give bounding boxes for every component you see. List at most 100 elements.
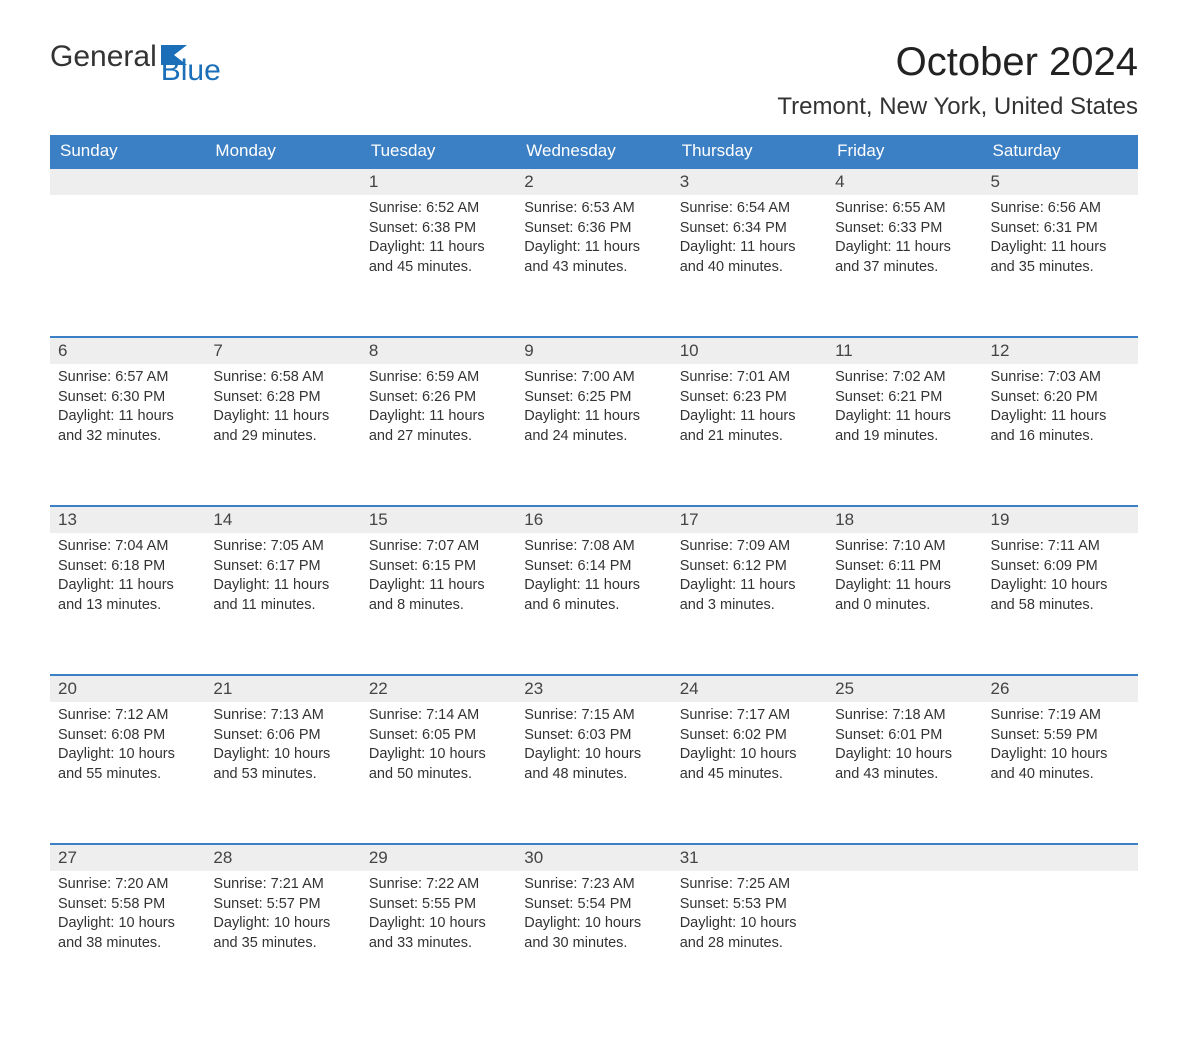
- day-number-cell: 10: [672, 337, 827, 364]
- empty-cell: [983, 844, 1138, 871]
- week-spacer: [50, 830, 1138, 844]
- day-cell: Sunrise: 6:52 AMSunset: 6:38 PMDaylight:…: [361, 195, 516, 323]
- weekday-header: Thursday: [672, 135, 827, 168]
- day-number: 23: [516, 676, 671, 702]
- day-number: 28: [205, 845, 360, 871]
- day-number: 10: [672, 338, 827, 364]
- day-number-cell: 29: [361, 844, 516, 871]
- day-number-cell: 26: [983, 675, 1138, 702]
- day-data: Sunrise: 7:25 AMSunset: 5:53 PMDaylight:…: [672, 871, 827, 963]
- day-data: Sunrise: 7:10 AMSunset: 6:11 PMDaylight:…: [827, 533, 982, 625]
- day-cell: Sunrise: 7:01 AMSunset: 6:23 PMDaylight:…: [672, 364, 827, 492]
- day-cell: Sunrise: 7:19 AMSunset: 5:59 PMDaylight:…: [983, 702, 1138, 830]
- day-cell: Sunrise: 7:02 AMSunset: 6:21 PMDaylight:…: [827, 364, 982, 492]
- day-data: Sunrise: 7:14 AMSunset: 6:05 PMDaylight:…: [361, 702, 516, 794]
- day-number-cell: 28: [205, 844, 360, 871]
- day-number-cell: 14: [205, 506, 360, 533]
- empty-cell: [205, 168, 360, 195]
- day-data: Sunrise: 6:52 AMSunset: 6:38 PMDaylight:…: [361, 195, 516, 287]
- day-number-cell: 21: [205, 675, 360, 702]
- day-number-cell: 17: [672, 506, 827, 533]
- daynum-row: 13141516171819: [50, 506, 1138, 533]
- day-data: Sunrise: 6:57 AMSunset: 6:30 PMDaylight:…: [50, 364, 205, 456]
- day-data: Sunrise: 6:53 AMSunset: 6:36 PMDaylight:…: [516, 195, 671, 287]
- empty-cell: [827, 871, 982, 999]
- day-number-cell: 13: [50, 506, 205, 533]
- empty-cell: [50, 195, 205, 323]
- day-cell: Sunrise: 7:09 AMSunset: 6:12 PMDaylight:…: [672, 533, 827, 661]
- daydata-row: Sunrise: 7:20 AMSunset: 5:58 PMDaylight:…: [50, 871, 1138, 999]
- day-data: Sunrise: 7:12 AMSunset: 6:08 PMDaylight:…: [50, 702, 205, 794]
- day-data: Sunrise: 7:05 AMSunset: 6:17 PMDaylight:…: [205, 533, 360, 625]
- day-cell: Sunrise: 7:04 AMSunset: 6:18 PMDaylight:…: [50, 533, 205, 661]
- day-number: 25: [827, 676, 982, 702]
- day-cell: Sunrise: 7:11 AMSunset: 6:09 PMDaylight:…: [983, 533, 1138, 661]
- day-cell: Sunrise: 7:12 AMSunset: 6:08 PMDaylight:…: [50, 702, 205, 830]
- day-number: 19: [983, 507, 1138, 533]
- day-number-cell: 15: [361, 506, 516, 533]
- daydata-row: Sunrise: 7:12 AMSunset: 6:08 PMDaylight:…: [50, 702, 1138, 830]
- location-text: Tremont, New York, United States: [50, 93, 1138, 121]
- day-number-cell: 16: [516, 506, 671, 533]
- day-cell: Sunrise: 7:21 AMSunset: 5:57 PMDaylight:…: [205, 871, 360, 999]
- day-number: 1: [361, 169, 516, 195]
- week-spacer: [50, 661, 1138, 675]
- day-cell: Sunrise: 7:18 AMSunset: 6:01 PMDaylight:…: [827, 702, 982, 830]
- day-cell: Sunrise: 7:22 AMSunset: 5:55 PMDaylight:…: [361, 871, 516, 999]
- day-cell: Sunrise: 6:56 AMSunset: 6:31 PMDaylight:…: [983, 195, 1138, 323]
- daydata-row: Sunrise: 7:04 AMSunset: 6:18 PMDaylight:…: [50, 533, 1138, 661]
- day-number: 24: [672, 676, 827, 702]
- day-number-cell: 30: [516, 844, 671, 871]
- day-number-cell: 12: [983, 337, 1138, 364]
- day-number-cell: 24: [672, 675, 827, 702]
- day-cell: Sunrise: 7:17 AMSunset: 6:02 PMDaylight:…: [672, 702, 827, 830]
- day-number-cell: 2: [516, 168, 671, 195]
- day-cell: Sunrise: 6:53 AMSunset: 6:36 PMDaylight:…: [516, 195, 671, 323]
- day-data: Sunrise: 7:17 AMSunset: 6:02 PMDaylight:…: [672, 702, 827, 794]
- daynum-row: 6789101112: [50, 337, 1138, 364]
- day-number: 5: [983, 169, 1138, 195]
- daynum-row: 20212223242526: [50, 675, 1138, 702]
- day-number-cell: 9: [516, 337, 671, 364]
- day-number: 13: [50, 507, 205, 533]
- day-number: 6: [50, 338, 205, 364]
- day-data: Sunrise: 7:08 AMSunset: 6:14 PMDaylight:…: [516, 533, 671, 625]
- title-block: October 2024: [896, 40, 1138, 85]
- day-cell: Sunrise: 6:54 AMSunset: 6:34 PMDaylight:…: [672, 195, 827, 323]
- day-number: 11: [827, 338, 982, 364]
- day-number: 12: [983, 338, 1138, 364]
- day-data: Sunrise: 7:01 AMSunset: 6:23 PMDaylight:…: [672, 364, 827, 456]
- day-cell: Sunrise: 6:57 AMSunset: 6:30 PMDaylight:…: [50, 364, 205, 492]
- day-cell: Sunrise: 7:25 AMSunset: 5:53 PMDaylight:…: [672, 871, 827, 999]
- day-number: 17: [672, 507, 827, 533]
- empty-cell: [205, 195, 360, 323]
- daynum-row: 2728293031: [50, 844, 1138, 871]
- weekday-header: Friday: [827, 135, 982, 168]
- weekday-header-row: SundayMondayTuesdayWednesdayThursdayFrid…: [50, 135, 1138, 168]
- weekday-header: Wednesday: [516, 135, 671, 168]
- brand-text-2: Blue: [161, 54, 221, 88]
- day-number-cell: 3: [672, 168, 827, 195]
- day-number: 2: [516, 169, 671, 195]
- daydata-row: Sunrise: 6:52 AMSunset: 6:38 PMDaylight:…: [50, 195, 1138, 323]
- day-data: Sunrise: 7:13 AMSunset: 6:06 PMDaylight:…: [205, 702, 360, 794]
- empty-cell: [983, 871, 1138, 999]
- week-spacer: [50, 492, 1138, 506]
- day-cell: Sunrise: 7:07 AMSunset: 6:15 PMDaylight:…: [361, 533, 516, 661]
- day-data: Sunrise: 7:20 AMSunset: 5:58 PMDaylight:…: [50, 871, 205, 963]
- day-cell: Sunrise: 7:23 AMSunset: 5:54 PMDaylight:…: [516, 871, 671, 999]
- day-number: 18: [827, 507, 982, 533]
- day-data: Sunrise: 6:59 AMSunset: 6:26 PMDaylight:…: [361, 364, 516, 456]
- day-data: Sunrise: 6:58 AMSunset: 6:28 PMDaylight:…: [205, 364, 360, 456]
- day-number: 3: [672, 169, 827, 195]
- day-number-cell: 19: [983, 506, 1138, 533]
- day-data: Sunrise: 7:09 AMSunset: 6:12 PMDaylight:…: [672, 533, 827, 625]
- day-number: 20: [50, 676, 205, 702]
- header-row: General Blue October 2024: [50, 40, 1138, 85]
- day-data: Sunrise: 7:23 AMSunset: 5:54 PMDaylight:…: [516, 871, 671, 963]
- week-spacer: [50, 323, 1138, 337]
- day-number-cell: 18: [827, 506, 982, 533]
- day-number-cell: 5: [983, 168, 1138, 195]
- empty-cell: [50, 168, 205, 195]
- day-number: 27: [50, 845, 205, 871]
